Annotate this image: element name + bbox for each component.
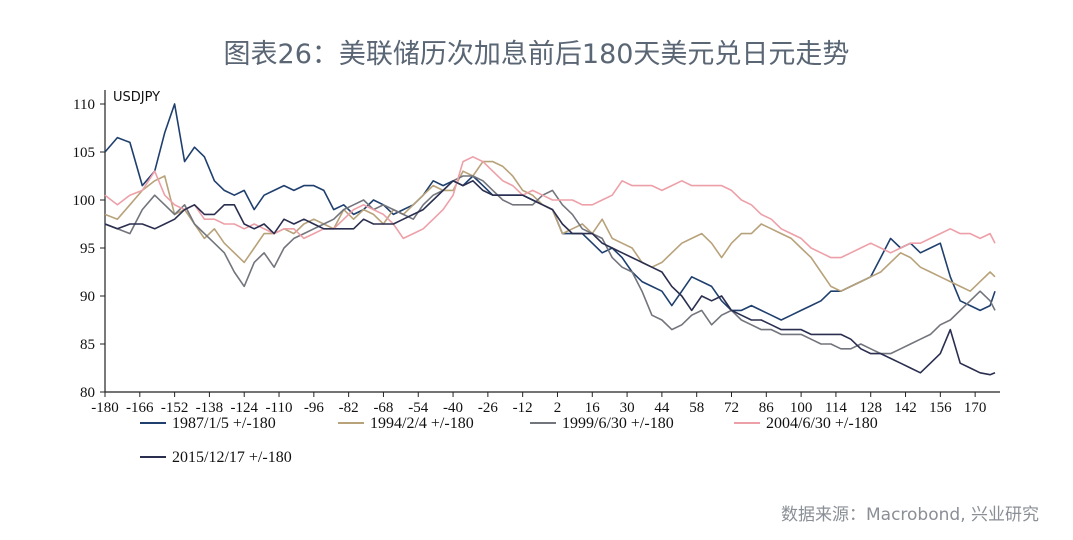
source-note: 数据来源：Macrobond, 兴业研究 bbox=[780, 505, 1039, 525]
y-tick-label: 80 bbox=[80, 385, 95, 401]
x-tick-label: -12 bbox=[513, 400, 533, 416]
x-tick-label: 72 bbox=[724, 400, 739, 416]
y-tick-label: 100 bbox=[73, 193, 96, 209]
x-tick-label: 2 bbox=[554, 400, 562, 416]
x-tick-label: 30 bbox=[620, 400, 635, 416]
axes bbox=[100, 90, 1000, 397]
legend-label: 1987/1/5 +/-180 bbox=[172, 415, 276, 432]
chart-title: 图表26：美联储历次加息前后180天美元兑日元走势 bbox=[223, 39, 850, 70]
y-tick-label: 85 bbox=[80, 337, 95, 353]
y-tick-label: 110 bbox=[73, 97, 95, 113]
x-tick-label: -40 bbox=[443, 400, 463, 416]
x-tick-label: 156 bbox=[929, 400, 952, 416]
legend-label: 1999/6/30 +/-180 bbox=[562, 415, 674, 432]
legend: 1987/1/5 +/-180 1994/2/4 +/-180 1999/6/30 … bbox=[140, 415, 878, 466]
series-lines bbox=[104, 103, 996, 376]
legend-label: 1994/2/4 +/-180 bbox=[370, 415, 474, 432]
series-line-5 bbox=[104, 180, 996, 376]
x-tick-label: -110 bbox=[266, 400, 293, 416]
x-tick-label: 86 bbox=[759, 400, 775, 416]
x-tick-label: -54 bbox=[408, 400, 428, 416]
y-tick-label: 90 bbox=[80, 289, 95, 305]
x-tick-label: 128 bbox=[859, 400, 882, 416]
tick-labels: 80 85 90 95 100 105 110 -180 -166 -152 -138 -124 -11… bbox=[73, 97, 987, 416]
legend-label: 2015/12/17 +/-180 bbox=[172, 449, 292, 466]
x-tick-label: 114 bbox=[825, 400, 847, 416]
x-tick-label: 170 bbox=[964, 400, 987, 416]
x-tick-label: 58 bbox=[689, 400, 704, 416]
x-tick-label: -96 bbox=[304, 400, 324, 416]
x-tick-label: -180 bbox=[91, 400, 119, 416]
x-tick-label: -26 bbox=[478, 400, 498, 416]
unit-label: USDJPY bbox=[113, 90, 160, 105]
x-tick-label: 142 bbox=[894, 400, 917, 416]
x-tick-label: 44 bbox=[654, 400, 670, 416]
y-tick-label: 95 bbox=[80, 241, 95, 257]
x-tick-label: -82 bbox=[339, 400, 359, 416]
legend-label: 2004/6/30 +/-180 bbox=[766, 415, 878, 432]
x-tick-label: 100 bbox=[790, 400, 813, 416]
x-tick-label: -166 bbox=[126, 400, 154, 416]
x-tick-label: -124 bbox=[230, 400, 258, 416]
x-tick-label: -68 bbox=[373, 400, 393, 416]
series-line-3 bbox=[104, 175, 996, 355]
y-tick-label: 105 bbox=[73, 145, 96, 161]
x-tick-label: -152 bbox=[161, 400, 189, 416]
series-line-4 bbox=[104, 156, 996, 259]
x-tick-label: 16 bbox=[585, 400, 601, 416]
series-line-2 bbox=[104, 160, 996, 293]
x-tick-label: -138 bbox=[196, 400, 224, 416]
